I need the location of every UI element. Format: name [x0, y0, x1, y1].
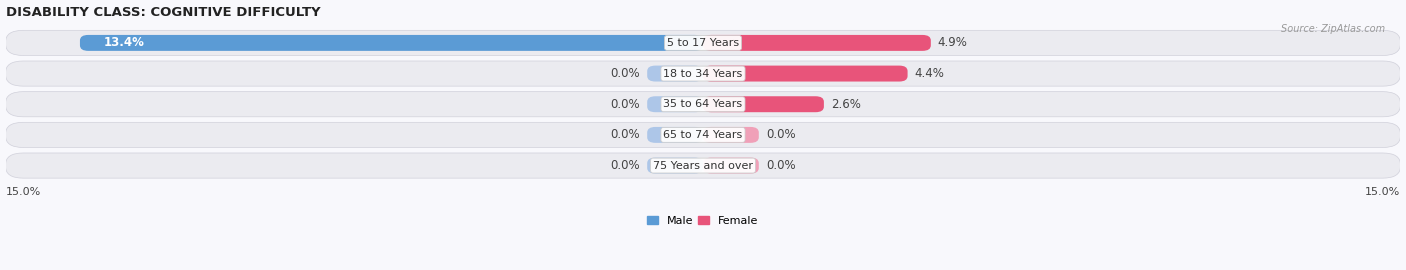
FancyBboxPatch shape [703, 35, 931, 51]
FancyBboxPatch shape [703, 158, 759, 174]
Legend: Male, Female: Male, Female [643, 211, 763, 230]
FancyBboxPatch shape [6, 92, 1400, 117]
Text: 0.0%: 0.0% [610, 129, 640, 141]
FancyBboxPatch shape [647, 96, 703, 112]
Text: 0.0%: 0.0% [766, 129, 796, 141]
FancyBboxPatch shape [6, 153, 1400, 178]
Text: 35 to 64 Years: 35 to 64 Years [664, 99, 742, 109]
Text: 0.0%: 0.0% [610, 67, 640, 80]
FancyBboxPatch shape [703, 96, 824, 112]
Text: 0.0%: 0.0% [766, 159, 796, 172]
FancyBboxPatch shape [6, 122, 1400, 147]
Text: 0.0%: 0.0% [610, 98, 640, 111]
FancyBboxPatch shape [703, 66, 908, 82]
Text: 18 to 34 Years: 18 to 34 Years [664, 69, 742, 79]
FancyBboxPatch shape [647, 127, 703, 143]
Text: 4.9%: 4.9% [938, 36, 967, 49]
Text: 2.6%: 2.6% [831, 98, 860, 111]
FancyBboxPatch shape [647, 66, 703, 82]
Text: 15.0%: 15.0% [6, 187, 41, 197]
FancyBboxPatch shape [647, 158, 703, 174]
FancyBboxPatch shape [703, 127, 759, 143]
Text: 15.0%: 15.0% [1365, 187, 1400, 197]
Text: 0.0%: 0.0% [610, 159, 640, 172]
Text: 4.4%: 4.4% [914, 67, 945, 80]
FancyBboxPatch shape [80, 35, 703, 51]
FancyBboxPatch shape [6, 30, 1400, 55]
Text: 5 to 17 Years: 5 to 17 Years [666, 38, 740, 48]
Text: 65 to 74 Years: 65 to 74 Years [664, 130, 742, 140]
Text: Source: ZipAtlas.com: Source: ZipAtlas.com [1281, 24, 1385, 34]
Text: 13.4%: 13.4% [103, 36, 143, 49]
Text: DISABILITY CLASS: COGNITIVE DIFFICULTY: DISABILITY CLASS: COGNITIVE DIFFICULTY [6, 6, 321, 19]
FancyBboxPatch shape [6, 61, 1400, 86]
Text: 75 Years and over: 75 Years and over [652, 161, 754, 171]
